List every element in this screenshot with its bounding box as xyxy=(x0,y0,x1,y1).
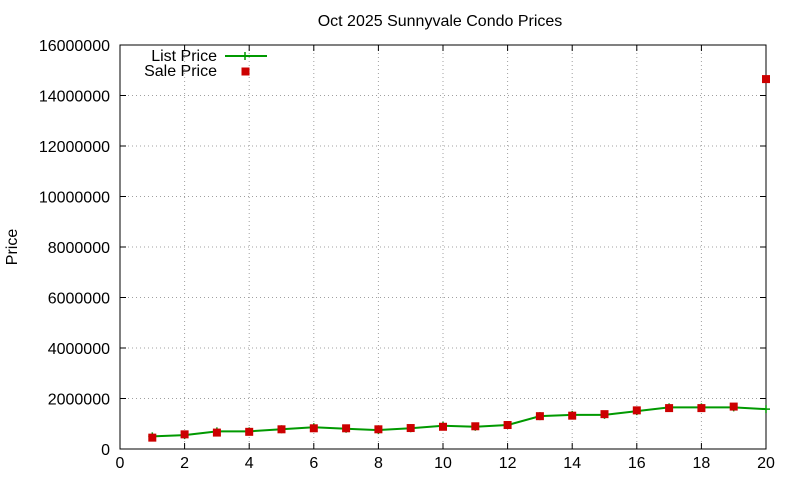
ticks-layer: 0 2 4 6 8 10 12 14 16 18 20 0 2000000 4000000 6000000 8… xyxy=(39,38,775,472)
list-price-point xyxy=(762,405,770,414)
sale-price-point xyxy=(439,422,447,431)
y-tick-label: 0 xyxy=(101,442,110,459)
sale-price-point xyxy=(600,410,609,419)
sale-price-point xyxy=(277,425,286,434)
y-tick-label: 10000000 xyxy=(39,190,110,207)
list-price-line xyxy=(152,406,767,438)
x-tick-label: 8 xyxy=(374,455,383,472)
x-tick-label: 6 xyxy=(309,455,318,472)
y-tick-label: 6000000 xyxy=(48,291,110,308)
y-tick-label: 8000000 xyxy=(48,240,110,257)
x-tick-label: 12 xyxy=(499,455,517,472)
y-tick-label: 14000000 xyxy=(39,89,110,106)
sale-price-point xyxy=(535,412,544,421)
y-tick-label: 2000000 xyxy=(48,392,110,409)
sale-price-point xyxy=(568,411,577,420)
sale-price-point xyxy=(212,428,221,437)
x-tick-label: 2 xyxy=(180,455,189,472)
sale-price-point xyxy=(665,404,674,413)
sale-price-point xyxy=(632,406,641,415)
legend-marker-sale-price xyxy=(241,67,250,76)
sale-price-point xyxy=(503,421,512,430)
x-tick-label: 0 xyxy=(116,455,125,472)
sale-price-point xyxy=(148,433,157,442)
x-tick-label: 18 xyxy=(693,455,711,472)
sale-price-point xyxy=(342,424,351,433)
sale-price-point xyxy=(471,422,480,431)
sale-price-point xyxy=(762,75,770,84)
legend-label-sale-price: Sale Price xyxy=(144,63,217,80)
sale-price-point xyxy=(374,425,383,434)
sale-price-point xyxy=(245,427,254,436)
sale-price-point xyxy=(309,424,318,433)
legend-label-list-price: List Price xyxy=(151,48,217,65)
x-tick-label: 4 xyxy=(245,455,254,472)
x-tick-label: 10 xyxy=(434,455,452,472)
y-tick-label: 12000000 xyxy=(39,139,110,156)
sale-price-point xyxy=(180,430,189,439)
sale-price-point xyxy=(406,424,415,433)
y-axis-label: Price xyxy=(4,229,21,266)
sale-price-point xyxy=(729,402,738,411)
legend: List Price Sale Price xyxy=(144,48,267,80)
chart-title: Oct 2025 Sunnyvale Condo Prices xyxy=(318,13,563,30)
x-tick-label: 14 xyxy=(563,455,581,472)
legend-marker-list-price xyxy=(241,52,249,60)
grid-layer xyxy=(120,45,766,449)
y-tick-label: 4000000 xyxy=(48,341,110,358)
y-tick-label: 16000000 xyxy=(39,38,110,55)
x-tick-label: 20 xyxy=(757,455,775,472)
x-tick-label: 16 xyxy=(628,455,646,472)
sale-price-point xyxy=(697,404,706,413)
series-layer xyxy=(148,75,770,442)
